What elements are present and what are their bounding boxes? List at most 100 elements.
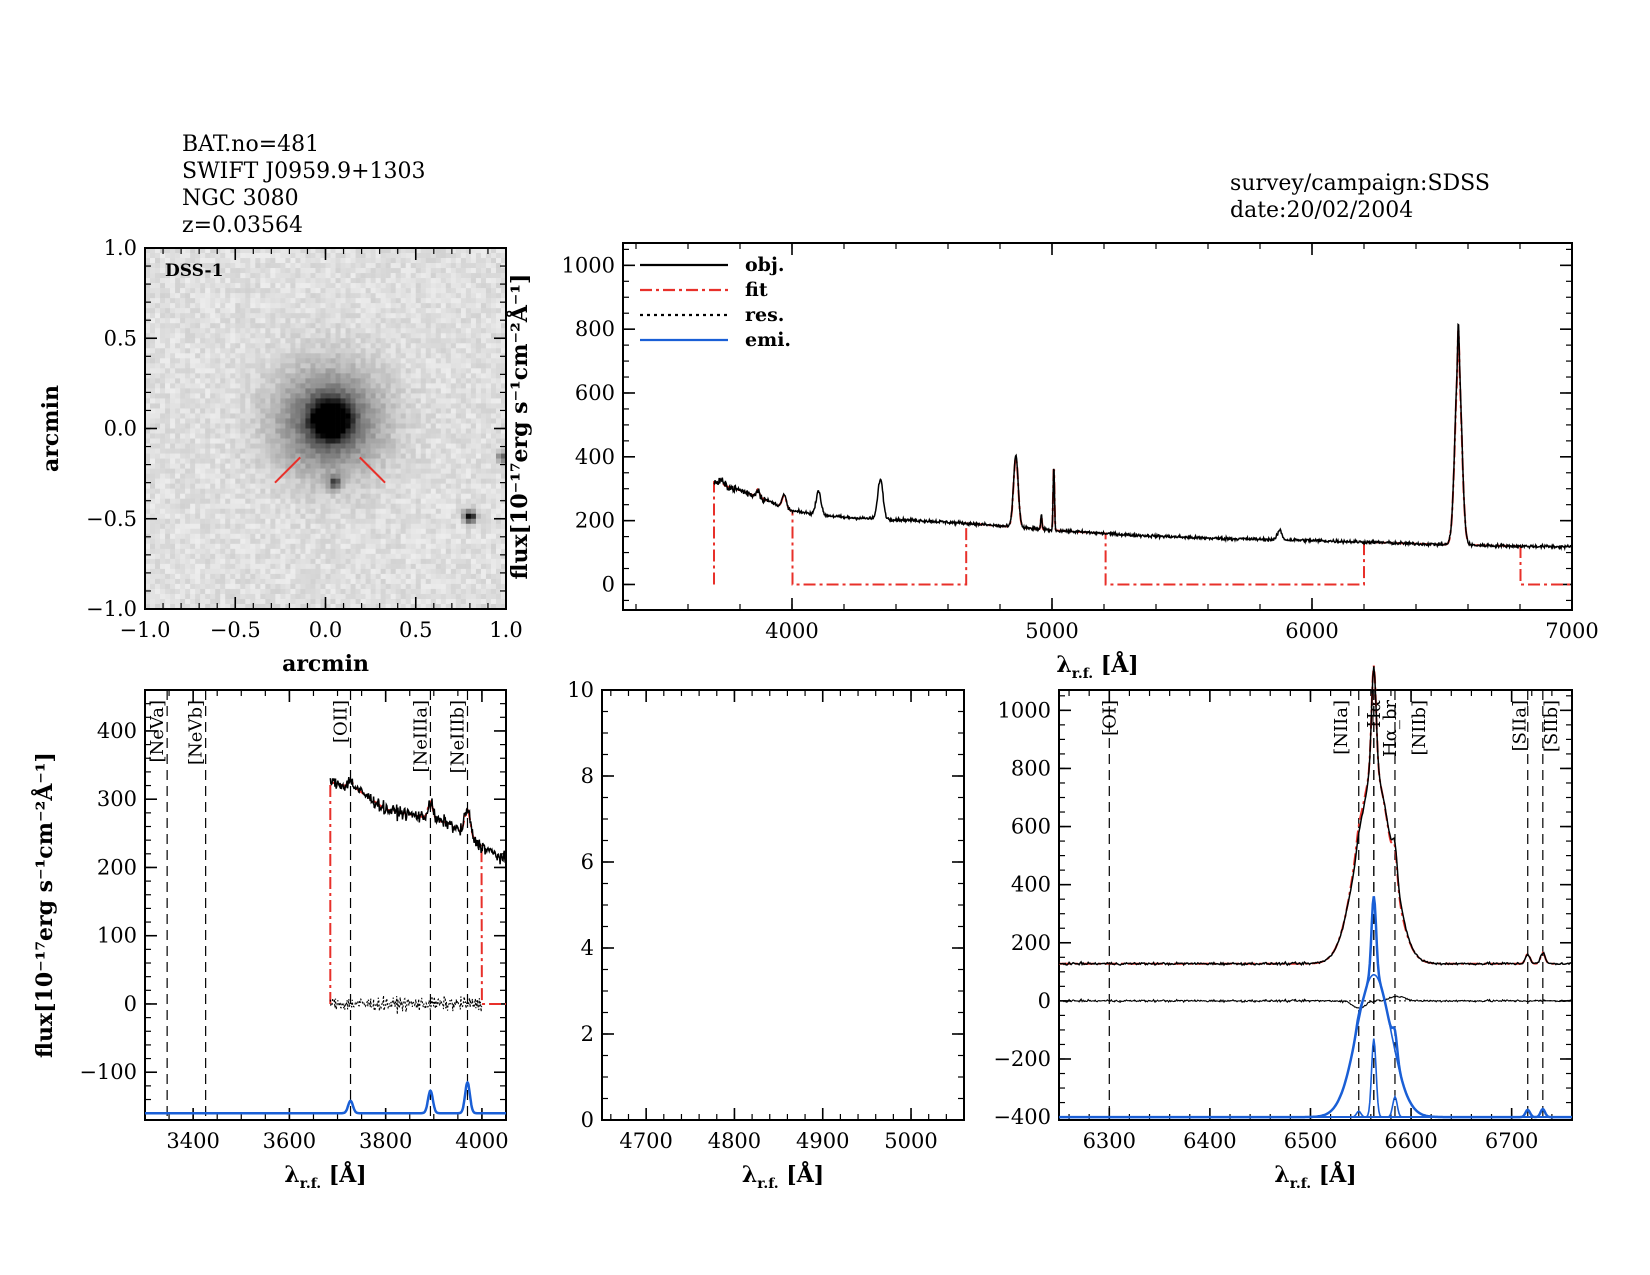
x-tick-label: 5000 [884, 1129, 937, 1153]
line-marker-label: [NeVb] [186, 700, 207, 765]
position-marker [359, 456, 386, 484]
y-tick-label: 600 [575, 381, 615, 405]
res-line [329, 995, 483, 1015]
header-right: survey/campaign:SDSS date:20/02/2004 [1230, 171, 1490, 223]
x-tick-label: 4700 [619, 1129, 672, 1153]
y-tick-label: 600 [1011, 815, 1051, 839]
x-axis-label: λr.f. [Å] [284, 1161, 366, 1192]
emi-line [145, 1080, 506, 1115]
x-axis-label: λr.f. [Å] [1274, 1161, 1356, 1192]
x-tick-label: 5000 [1025, 619, 1078, 643]
x-tick-label: −1.0 [120, 618, 171, 642]
y-tick-label: 0 [602, 572, 615, 596]
x-tick-label: 3800 [359, 1129, 412, 1153]
y-tick-label: −0.5 [86, 507, 137, 531]
x-tick-label: −0.5 [210, 618, 261, 642]
y-tick-label: 800 [575, 317, 615, 341]
header-line: BAT.no=481 [182, 132, 319, 157]
y-tick-label: 2 [581, 1022, 594, 1046]
y-tick-label: 1.0 [104, 236, 137, 260]
line-marker-label: [OI] [1099, 700, 1120, 736]
x-tick-label: 6400 [1183, 1129, 1236, 1153]
blue-spectrum-panel: 3400 3600 3800 4000 −100 0 100 200 300 400 λr.f. [… [31, 689, 509, 1192]
x-tick-label: 6300 [1083, 1129, 1136, 1153]
x-tick-label: 3400 [166, 1129, 219, 1153]
x-tick-label: 1.0 [489, 618, 522, 642]
y-tick-label: 200 [575, 509, 615, 533]
y-tick-label: 100 [97, 924, 137, 948]
line-marker-label: Hα_br [1380, 700, 1401, 757]
y-tick-label: 200 [1011, 931, 1051, 955]
fit-line [1059, 665, 1557, 965]
legend: obj. fit res. emi. [640, 254, 791, 351]
y-tick-label: 8 [581, 764, 594, 788]
y-tick-label: 4 [581, 936, 594, 960]
y-tick-label: 0 [1038, 989, 1051, 1013]
legend-label: res. [745, 304, 784, 326]
y-tick-label: 1000 [998, 698, 1051, 722]
obj-line [1058, 666, 1573, 967]
y-tick-label: −200 [993, 1047, 1051, 1071]
y-tick-label: 400 [97, 719, 137, 743]
y-tick-label: 400 [575, 445, 615, 469]
emi-component [1059, 973, 1572, 1118]
image-panel: DSS-1 −1.0 −0.5 0.0 0.5 1.0 −1.0 −0.5 0.0 0.5 1.0 a… [38, 236, 523, 677]
image-pixels [145, 248, 507, 610]
line-marker-label: [NeVa] [147, 700, 168, 763]
x-tick-label: 4000 [765, 619, 818, 643]
date-label: date:20/02/2004 [1230, 198, 1413, 223]
x-tick-label: 6500 [1284, 1129, 1337, 1153]
y-tick-label: −1.0 [86, 597, 137, 621]
line-marker-label: [NeIIIa] [410, 700, 431, 773]
x-tick-label: 0.5 [399, 618, 432, 642]
full-spectrum-panel: 4000 5000 6000 7000 0 200 400 600 800 1000 λr.f. [… [506, 242, 1599, 682]
header-left: BAT.no=481 SWIFT J0959.9+1303 NGC 3080 z… [182, 132, 426, 238]
x-tick-label: 0.0 [309, 618, 342, 642]
y-tick-label: 200 [97, 855, 137, 879]
header-line: NGC 3080 [182, 186, 299, 211]
y-tick-label: 0.5 [104, 326, 137, 350]
header-line: z=0.03564 [182, 213, 303, 238]
line-marker-label: [SIIb] [1541, 700, 1562, 752]
y-tick-label: 300 [97, 787, 137, 811]
y-tick-label: 800 [1011, 756, 1051, 780]
y-axis-label: flux[10⁻¹⁷erg s⁻¹cm⁻²Å⁻¹] [506, 274, 533, 580]
x-tick-label: 6600 [1384, 1129, 1437, 1153]
plot-frame [601, 689, 965, 1121]
y-tick-label: 0.0 [104, 417, 137, 441]
red-spectrum-panel: 6300 6400 6500 6600 6700 −400 −200 0 200 400 600 80… [993, 665, 1573, 1192]
obj-line [713, 322, 1573, 552]
x-axis-label: λr.f. [Å] [1056, 651, 1138, 682]
y-tick-label: 400 [1011, 873, 1051, 897]
x-tick-label: 3600 [263, 1129, 316, 1153]
line-marker-label: [SIIa] [1510, 700, 1531, 751]
emi-component [1059, 1038, 1572, 1118]
y-axis-label: flux[10⁻¹⁷erg s⁻¹cm⁻²Å⁻¹] [31, 752, 58, 1058]
y-tick-label: 10 [567, 678, 594, 702]
image-title: DSS-1 [165, 261, 223, 281]
legend-label: emi. [745, 329, 791, 351]
y-tick-label: 6 [581, 850, 594, 874]
fit-line [713, 330, 1572, 586]
line-marker-label: [NIIa] [1331, 700, 1352, 755]
y-axis-label: arcmin [38, 385, 64, 472]
y-tick-label: 1000 [562, 253, 615, 277]
y-tick-label: −100 [79, 1060, 137, 1084]
obj-line [329, 777, 507, 865]
x-tick-label: 4800 [708, 1129, 761, 1153]
x-tick-label: 4000 [455, 1129, 508, 1153]
line-marker-label: [OII] [331, 700, 352, 743]
emi-component [1059, 1095, 1572, 1118]
plot-frame [622, 242, 1573, 611]
middle-spectrum-panel: 4700 4800 4900 5000 0 2 4 6 8 10 λr.f. [Å] [567, 678, 965, 1192]
legend-label: fit [745, 279, 768, 301]
y-tick-label: 0 [124, 992, 137, 1016]
line-marker-label: [NeIIIb] [447, 700, 468, 773]
emi-line [1059, 896, 1572, 1119]
x-axis-label: λr.f. [Å] [742, 1161, 824, 1192]
plot-frame [144, 689, 507, 1121]
x-tick-label: 7000 [1545, 619, 1598, 643]
y-tick-label: 0 [581, 1108, 594, 1132]
res-line [1058, 995, 1573, 1010]
